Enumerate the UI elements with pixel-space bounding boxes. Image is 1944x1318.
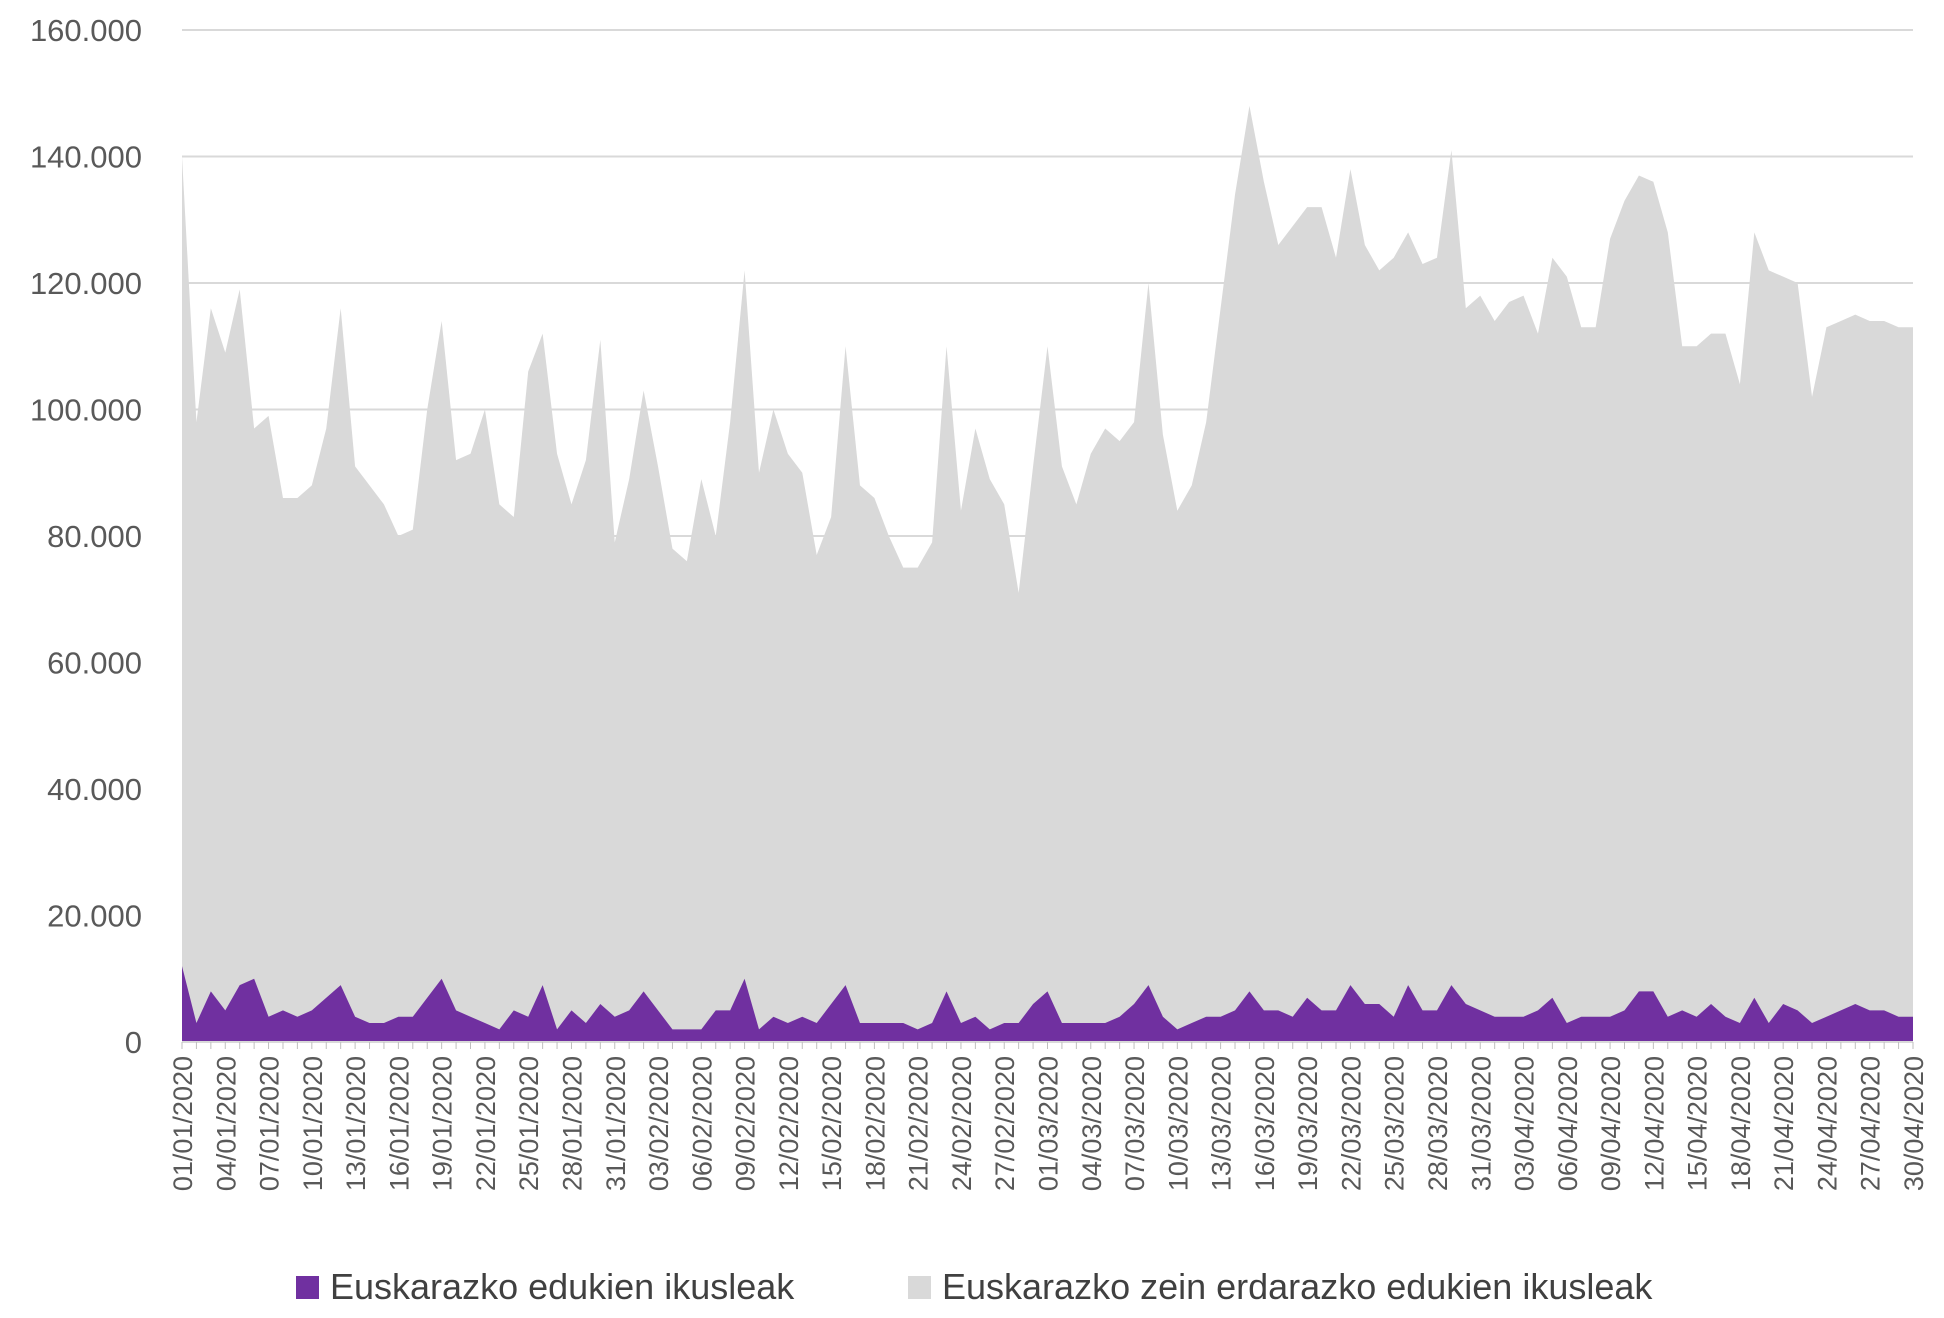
x-tick-label: 09/04/2020 [1596,1056,1626,1191]
y-tick-label: 140.000 [30,140,142,175]
x-tick-label: 01/03/2020 [1034,1056,1064,1191]
legend-label: Euskarazko zein erdarazko edukien ikusle… [942,1266,1653,1307]
x-tick-label: 06/04/2020 [1553,1056,1583,1191]
x-tick-label: 27/04/2020 [1856,1056,1886,1191]
y-tick-label: 40.000 [47,772,142,807]
y-tick-label: 20.000 [47,899,142,934]
legend: Euskarazko edukien ikusleak Euskarazko z… [296,1266,1653,1307]
y-tick-label: 160.000 [30,13,142,48]
legend-label: Euskarazko edukien ikusleak [330,1266,795,1307]
x-tick-label: 12/04/2020 [1639,1056,1669,1191]
x-tick-label: 15/02/2020 [817,1056,847,1191]
x-tick-label: 25/03/2020 [1380,1056,1410,1191]
series-area-basque [182,966,1913,1042]
x-tick-label: 28/01/2020 [557,1056,587,1191]
x-tick-label: 04/01/2020 [211,1056,241,1191]
x-tick-label: 18/02/2020 [860,1056,890,1191]
x-tick-label: 21/02/2020 [904,1056,934,1191]
y-tick-label: 100.000 [30,393,142,428]
x-tick-label: 03/04/2020 [1510,1056,1540,1191]
x-tick-label: 30/04/2020 [1899,1056,1929,1191]
series-area-total [182,105,1913,1042]
x-tick-label: 16/03/2020 [1250,1056,1280,1191]
x-tick-label: 28/03/2020 [1423,1056,1453,1191]
x-tick-label: 04/03/2020 [1077,1056,1107,1191]
x-tick-label: 13/01/2020 [341,1056,371,1191]
legend-item-euskarazko-edukien-ikusleak: Euskarazko edukien ikusleak [296,1266,795,1307]
y-tick-label: 80.000 [47,519,142,554]
x-tick-label: 06/02/2020 [687,1056,717,1191]
x-tick-label: 19/01/2020 [428,1056,458,1191]
x-tick-label: 16/01/2020 [384,1056,414,1191]
x-axis: 01/01/2020 04/01/2020 07/01/2020 10/01/2020… [168,1041,1929,1191]
x-tick-label: 07/03/2020 [1120,1056,1150,1191]
x-tick-label: 18/04/2020 [1726,1056,1756,1191]
series-areas [182,105,1913,1042]
x-tick-label: 31/03/2020 [1466,1056,1496,1191]
x-tick-label: 19/03/2020 [1293,1056,1323,1191]
x-tick-label: 22/01/2020 [471,1056,501,1191]
x-tick-label: 07/01/2020 [255,1056,285,1191]
x-tick-label: 10/01/2020 [298,1056,328,1191]
x-tick-label: 24/04/2020 [1812,1056,1842,1191]
y-axis: 0 20.000 40.000 60.000 80.000 100.000 120.000 1… [30,13,142,1060]
x-tick-label: 12/02/2020 [774,1056,804,1191]
y-tick-label: 60.000 [47,646,142,681]
y-tick-label: 120.000 [30,266,142,301]
x-tick-label: 03/02/2020 [644,1056,674,1191]
x-tick-label: 09/02/2020 [731,1056,761,1191]
x-tick-label: 31/01/2020 [601,1056,631,1191]
x-tick-label: 10/03/2020 [1163,1056,1193,1191]
x-tick-label: 01/01/2020 [168,1056,198,1191]
y-tick-label: 0 [125,1025,142,1060]
x-tick-label: 15/04/2020 [1683,1056,1713,1191]
x-tick-label: 25/01/2020 [514,1056,544,1191]
x-tick-label: 27/02/2020 [990,1056,1020,1191]
legend-swatch-purple [296,1276,319,1299]
legend-swatch-gray [908,1276,931,1299]
x-tick-label: 21/04/2020 [1769,1056,1799,1191]
legend-item-euskarazko-zein-erdarazko: Euskarazko zein erdarazko edukien ikusle… [908,1266,1653,1307]
x-tick-label: 13/03/2020 [1207,1056,1237,1191]
x-tick-label: 24/02/2020 [947,1056,977,1191]
x-tick-label: 22/03/2020 [1336,1056,1366,1191]
